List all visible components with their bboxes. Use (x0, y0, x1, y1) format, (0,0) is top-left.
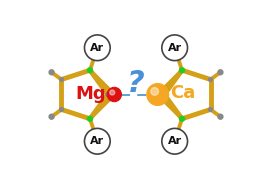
Text: Ar: Ar (90, 43, 104, 53)
Circle shape (218, 70, 223, 75)
Text: ?: ? (127, 69, 145, 98)
Circle shape (49, 70, 54, 75)
Circle shape (147, 84, 169, 105)
Circle shape (107, 87, 121, 102)
Text: Ar: Ar (168, 43, 182, 53)
Circle shape (180, 68, 184, 73)
Circle shape (106, 93, 110, 96)
Circle shape (218, 114, 223, 119)
Circle shape (110, 90, 115, 95)
Circle shape (151, 88, 159, 95)
Circle shape (85, 128, 110, 154)
Circle shape (88, 68, 92, 73)
Circle shape (49, 114, 54, 119)
Circle shape (162, 93, 166, 96)
Circle shape (60, 78, 63, 81)
Circle shape (209, 108, 212, 111)
Circle shape (162, 35, 187, 61)
Circle shape (209, 78, 212, 81)
Text: Mg: Mg (76, 85, 106, 103)
Text: Ca: Ca (170, 84, 195, 102)
Text: Ar: Ar (168, 136, 182, 146)
Circle shape (88, 116, 92, 121)
Circle shape (60, 108, 63, 111)
Circle shape (162, 128, 187, 154)
Circle shape (180, 116, 184, 121)
Text: Ar: Ar (90, 136, 104, 146)
Circle shape (85, 35, 110, 61)
